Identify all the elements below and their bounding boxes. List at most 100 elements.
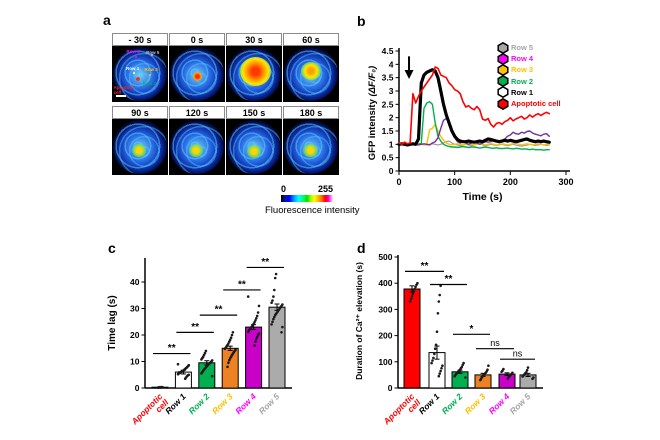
legend-item-row-5: Row 5 [497, 41, 561, 54]
scatter-dot [439, 369, 442, 373]
scatter-dot [177, 371, 181, 374]
significance-label: ns [490, 338, 500, 348]
significance-label: ns [513, 349, 523, 359]
colorbar: 0 255 Fluorescence intensity [265, 184, 360, 216]
scatter-dot [274, 272, 278, 276]
scatter-dot [435, 330, 439, 333]
scatter-dot [256, 311, 260, 314]
scatter-dot [441, 364, 444, 367]
frame-tile-6: 120 s [169, 106, 225, 175]
scatter-dot [440, 367, 443, 370]
bar-row-5 [268, 306, 286, 389]
scatter-dot [413, 287, 416, 291]
y-tick-label: 40 [130, 277, 140, 287]
scatter-dot [410, 295, 414, 298]
legend-label: Row 2 [511, 76, 534, 86]
scatter-dot [433, 347, 437, 350]
scatter-dot [280, 331, 283, 334]
panel-a: a - 30 s Row 4 Row 5 Row 1 Row 3 Row 2 Apoptot… [85, 8, 360, 224]
scatter-dot [229, 336, 233, 339]
y-tick-label: 4 [389, 59, 394, 69]
scatter-dot [273, 288, 276, 292]
significance-label: ** [215, 305, 223, 316]
significance-label: * [470, 324, 474, 335]
category-label-row-2: Row 2 [186, 391, 211, 416]
y-tick-label: 3.5 [382, 73, 394, 83]
scatter-dot [438, 372, 441, 375]
scatter-dot [271, 320, 274, 324]
significance-label: ** [445, 274, 453, 285]
scatter-dot [532, 376, 535, 379]
frame-time-label: 60 s [283, 33, 339, 46]
time-lag-bar-chart: 0 10 20 30 40 Time lag (s) ** ** ** ** ** Apoptotic… [107, 257, 292, 433]
series-apoptotic-cell [398, 66, 551, 146]
scatter-dot [281, 303, 284, 306]
scatter-dot [439, 284, 442, 288]
series-row-1 [397, 68, 551, 147]
hexagon-marker [497, 86, 509, 99]
scatter-dot [255, 314, 259, 318]
scatter-dot [464, 376, 467, 379]
legend-item-row-4: Row 4 [497, 52, 561, 65]
significance-label: ** [261, 257, 269, 268]
scatter-dot [187, 363, 191, 367]
colorbar-scale: 0 255 [281, 184, 333, 194]
frame-tile-7: 150 s [226, 106, 282, 175]
scatter-dot [460, 365, 464, 369]
category-label-row-3: Row 3 [210, 391, 235, 416]
legend-label: Row 5 [511, 43, 534, 53]
colorbar-max: 255 [317, 184, 333, 194]
row-label: Row 1 [126, 66, 140, 72]
panel-d: d 0 100 200 300 400 500 Duration of Ca²⁺ eleva… [340, 230, 595, 440]
scatter-dot [228, 338, 232, 342]
scatter-dot [204, 349, 208, 353]
category-label-line: Row 3 [210, 391, 235, 416]
category-label-row-4: Row 4 [233, 391, 258, 416]
stimulation-arrowhead [404, 70, 414, 79]
hexagon-marker-icon [497, 86, 509, 99]
scatter-dot [431, 359, 434, 362]
scatter-dot [227, 361, 230, 365]
calcium-hotspot [247, 144, 262, 158]
category-label-apoptotic-cell: Apoptoticcell [129, 391, 171, 433]
scatter-dot [257, 304, 261, 308]
y-tick-label: 2 [389, 113, 394, 123]
legend-label: Row 3 [511, 65, 534, 75]
scatter-dot [270, 323, 273, 326]
scatter-dot [409, 297, 413, 301]
scatter-dot [525, 368, 529, 372]
significance-label: ** [168, 343, 176, 354]
scatter-dot [176, 362, 180, 366]
y-tick-label: 0.5 [382, 153, 394, 163]
cell-marker-dot [134, 55, 137, 58]
bar-row-3 [221, 347, 239, 389]
scatter-dot [230, 333, 234, 337]
y-tick-label: 200 [378, 331, 392, 341]
scatter-dot [210, 359, 214, 362]
scatter-dot [414, 285, 417, 289]
y-tick-label: 2.5 [382, 99, 394, 109]
fluorescence-image [283, 119, 339, 175]
scatter-dot [253, 344, 256, 347]
category-label-row-5: Row 5 [508, 391, 533, 416]
category-label-line: Row 3 [463, 391, 488, 416]
x-tick-label: 100 [447, 177, 462, 187]
gfp-intensity-line-chart: 0 0.5 1 1.5 2 2.5 3 3.5 4 4.5 0 100 200 300 Time (s) [382, 46, 574, 203]
category-label-line: Row 4 [233, 391, 258, 416]
y-tick-label: 30 [130, 304, 140, 314]
cell-marker-dot [150, 54, 153, 57]
scale-bar [115, 95, 126, 98]
scatter-dot [257, 332, 261, 335]
significance-label: ** [421, 261, 429, 272]
scatter-dot [487, 364, 490, 367]
frame-tile-5: 90 s [112, 106, 168, 175]
frame-time-label: 120 s [169, 106, 225, 119]
x-tick-label: 0 [396, 177, 401, 187]
scatter-dot [416, 281, 419, 285]
legend-item-row-2: Row 2 [497, 75, 561, 88]
series-row-3 [398, 123, 551, 146]
row-label: Row 3 [144, 66, 158, 72]
scatter-dot [255, 337, 258, 341]
legend-item-apoptotic-cell: Apoptotic cell [497, 97, 561, 110]
calcium-hotspot [189, 143, 204, 157]
